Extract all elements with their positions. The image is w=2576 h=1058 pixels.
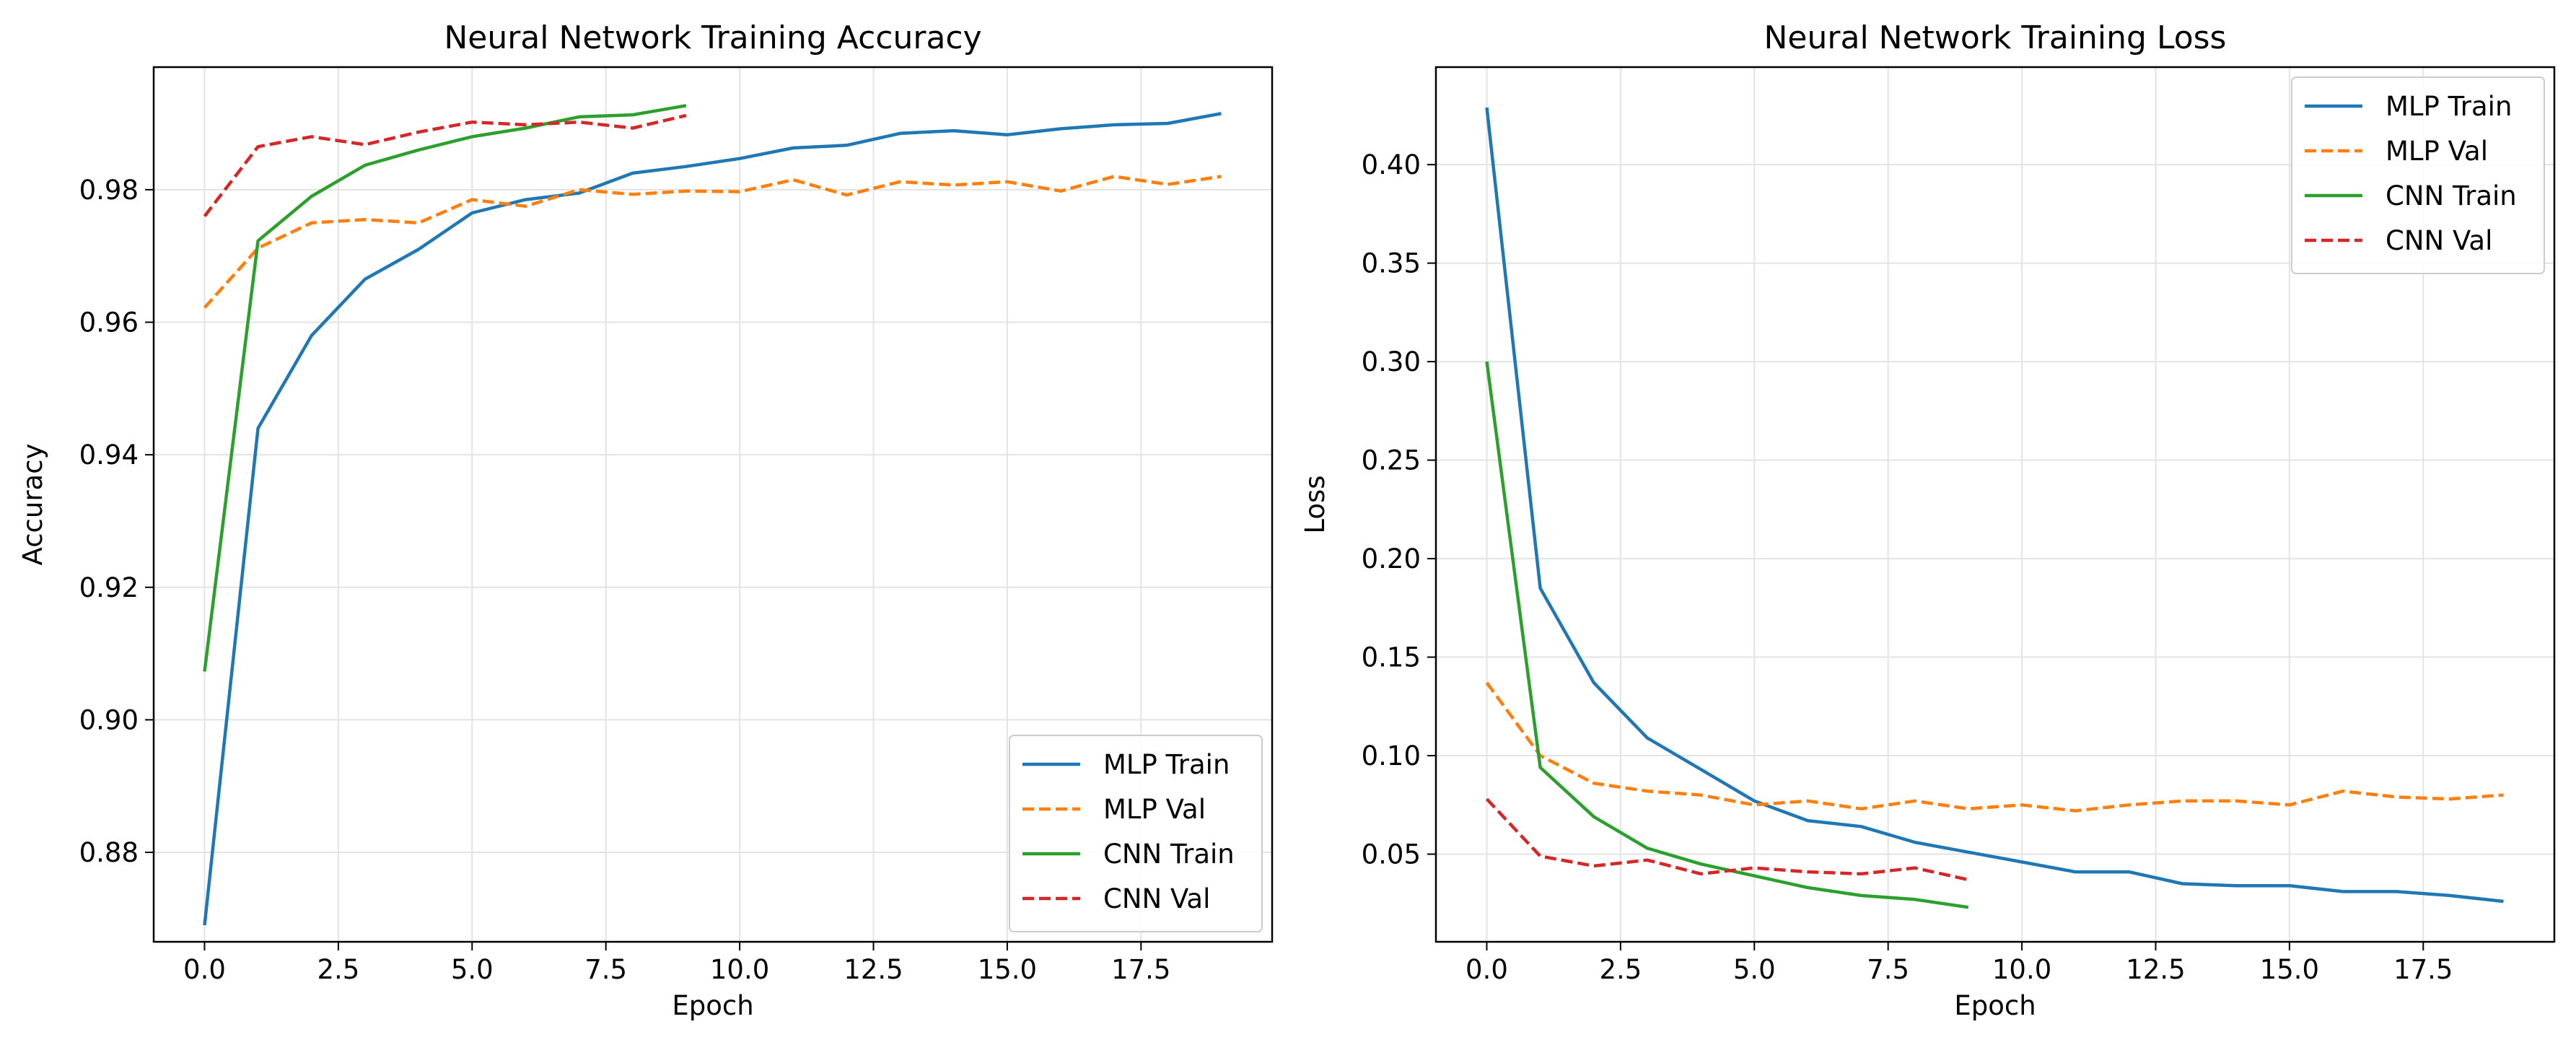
accuracy-legend-label-cnn-val: CNN Val — [1103, 883, 1210, 914]
accuracy-x-tick-label: 12.5 — [844, 954, 903, 985]
loss-x-tick-label: 12.5 — [2126, 954, 2185, 985]
loss-y-tick-label: 0.15 — [1362, 642, 1421, 673]
accuracy-y-ticks: 0.88 0.90 0.92 0.94 0.96 0.98 — [79, 175, 154, 868]
loss-legend-label-cnn-train: CNN Train — [2386, 180, 2517, 211]
accuracy-y-tick-label: 0.94 — [79, 440, 139, 471]
loss-series-mlp-train — [1485, 107, 2504, 904]
loss-x-ticks: 0.0 2.5 5.0 7.5 10.0 12.5 15.0 17.5 — [1466, 942, 2453, 985]
accuracy-y-axis-label: Accuracy — [17, 444, 48, 566]
loss-legend-label-cnn-val: CNN Val — [2386, 225, 2492, 256]
loss-axes-frame — [1434, 66, 2556, 943]
loss-x-tick-label: 10.0 — [1992, 954, 2051, 985]
loss-y-tick-label: 0.10 — [1362, 740, 1421, 771]
accuracy-series-lines — [203, 104, 1222, 926]
accuracy-x-tick-label: 7.5 — [584, 954, 627, 985]
accuracy-x-axis-label: Epoch — [672, 990, 753, 1021]
loss-y-tick-label: 0.40 — [1362, 149, 1421, 180]
accuracy-y-tick-label: 0.96 — [79, 307, 139, 338]
accuracy-series-mlp-val — [203, 175, 1222, 309]
loss-x-tick-label: 17.5 — [2393, 954, 2453, 985]
accuracy-x-tick-label: 17.5 — [1111, 954, 1170, 985]
accuracy-x-tick-label: 2.5 — [317, 954, 359, 985]
loss-x-axis-label: Epoch — [1954, 990, 2036, 1021]
loss-series-cnn-val — [1485, 797, 1969, 882]
loss-y-tick-label: 0.30 — [1362, 346, 1421, 377]
accuracy-series-cnn-val — [203, 113, 687, 217]
accuracy-series-cnn-train — [203, 104, 687, 672]
loss-legend-label-mlp-train: MLP Train — [2386, 91, 2512, 122]
accuracy-legend-label-mlp-val: MLP Val — [1103, 794, 1206, 825]
accuracy-y-tick-label: 0.98 — [79, 175, 139, 206]
loss-grid — [1436, 67, 2554, 942]
accuracy-legend-label-mlp-train: MLP Train — [1103, 749, 1230, 780]
loss-series-lines — [1485, 107, 2504, 909]
accuracy-x-ticks: 0.0 2.5 5.0 7.5 10.0 12.5 15.0 17.5 — [183, 942, 1170, 985]
loss-x-tick-label: 2.5 — [1599, 954, 1642, 985]
accuracy-x-tick-label: 10.0 — [710, 954, 769, 985]
accuracy-legend-box — [1009, 735, 1263, 932]
loss-x-tick-label: 0.0 — [1466, 954, 1508, 985]
accuracy-axes-frame — [152, 66, 1274, 943]
accuracy-x-tick-label: 5.0 — [451, 954, 494, 985]
accuracy-x-tick-label: 15.0 — [978, 954, 1037, 985]
accuracy-chart-title: Neural Network Training Accuracy — [444, 19, 981, 56]
accuracy-chart: 0.0 2.5 5.0 7.5 10.0 12.5 15.0 17.5 0.88 0.90 0.9… — [17, 19, 1274, 1021]
loss-chart: 0.0 2.5 5.0 7.5 10.0 12.5 15.0 17.5 0.05 0.10 0.1… — [1300, 19, 2556, 1021]
loss-legend-label-mlp-val: MLP Val — [2386, 136, 2488, 167]
loss-series-mlp-val — [1485, 681, 2504, 813]
accuracy-y-tick-label: 0.92 — [79, 572, 139, 603]
loss-y-tick-label: 0.25 — [1362, 445, 1421, 476]
accuracy-legend: MLP Train MLP Val CNN Train CNN Val — [1009, 735, 1263, 932]
loss-legend: MLP Train MLP Val CNN Train CNN Val — [2291, 76, 2545, 274]
accuracy-y-tick-label: 0.90 — [79, 704, 139, 735]
loss-y-ticks: 0.05 0.10 0.15 0.20 0.25 0.30 0.35 0.40 — [1362, 149, 1436, 870]
loss-y-tick-label: 0.05 — [1362, 839, 1421, 870]
loss-chart-title: Neural Network Training Loss — [1764, 19, 2227, 56]
loss-x-tick-label: 15.0 — [2260, 954, 2319, 985]
loss-x-tick-label: 7.5 — [1867, 954, 1909, 985]
accuracy-x-tick-label: 0.0 — [183, 954, 226, 985]
accuracy-series-mlp-train — [203, 112, 1222, 926]
loss-legend-box — [2291, 76, 2545, 274]
accuracy-y-tick-label: 0.88 — [79, 837, 139, 868]
loss-y-tick-label: 0.35 — [1362, 248, 1421, 279]
loss-x-tick-label: 5.0 — [1733, 954, 1776, 985]
loss-y-axis-label: Loss — [1300, 475, 1331, 533]
loss-y-tick-label: 0.20 — [1362, 543, 1421, 574]
accuracy-legend-label-cnn-train: CNN Train — [1103, 839, 1235, 870]
